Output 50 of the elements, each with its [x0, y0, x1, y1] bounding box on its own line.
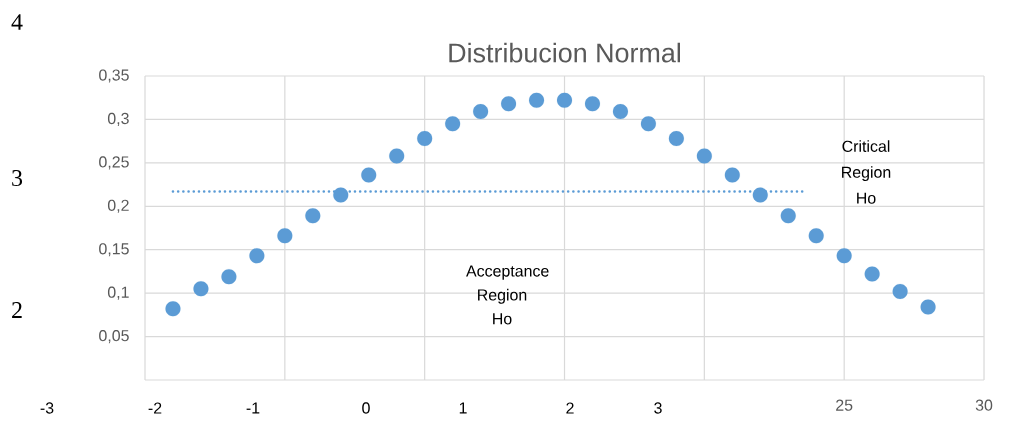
point — [501, 96, 517, 112]
point — [333, 187, 349, 203]
text: -3 — [40, 402, 54, 414]
point — [528, 92, 545, 108]
point — [389, 148, 405, 164]
point — [752, 187, 768, 203]
text: 3 — [12, 169, 23, 187]
point — [361, 167, 377, 183]
text: -2 — [148, 402, 162, 414]
point — [556, 92, 573, 108]
point — [920, 299, 936, 315]
y-tick-label: 0,05 — [99, 329, 129, 344]
y-tick-label: 0,35 — [99, 69, 129, 83]
point — [221, 269, 237, 285]
text: 4 — [11, 14, 23, 30]
y-tick-label: 0,2 — [107, 199, 129, 213]
annotation: Acceptance Region Ho — [466, 265, 549, 325]
text: -1 — [246, 402, 260, 414]
y-tick-label: 0,3 — [107, 112, 129, 126]
point — [836, 248, 852, 264]
y-tick-label: 0,25 — [99, 156, 129, 170]
point — [864, 266, 880, 282]
text: 2 — [566, 402, 574, 414]
point — [417, 130, 433, 147]
point — [780, 208, 796, 224]
point — [668, 130, 684, 147]
point — [612, 104, 629, 120]
y-tick-label: 0,15 — [99, 243, 129, 257]
x-tick-label: 30 — [975, 399, 993, 411]
x-tick-label: 25 — [836, 399, 853, 411]
point — [584, 96, 601, 112]
point — [640, 116, 656, 132]
text: 0 — [362, 402, 370, 414]
point — [249, 248, 265, 264]
point — [277, 228, 293, 244]
y-tick-label: 0,1 — [107, 286, 129, 300]
point — [696, 148, 712, 164]
annotation: Critical Region Ho — [842, 140, 891, 204]
point — [808, 228, 824, 244]
text: 2 — [12, 302, 22, 318]
point — [892, 283, 908, 299]
point — [193, 281, 209, 297]
point — [165, 301, 181, 317]
point — [473, 104, 489, 120]
point — [305, 208, 321, 224]
point — [445, 116, 461, 132]
chart-title: Distribucion Normal — [449, 42, 680, 63]
text: 3 — [654, 402, 662, 414]
text: 1 — [459, 402, 467, 414]
point — [724, 167, 740, 183]
